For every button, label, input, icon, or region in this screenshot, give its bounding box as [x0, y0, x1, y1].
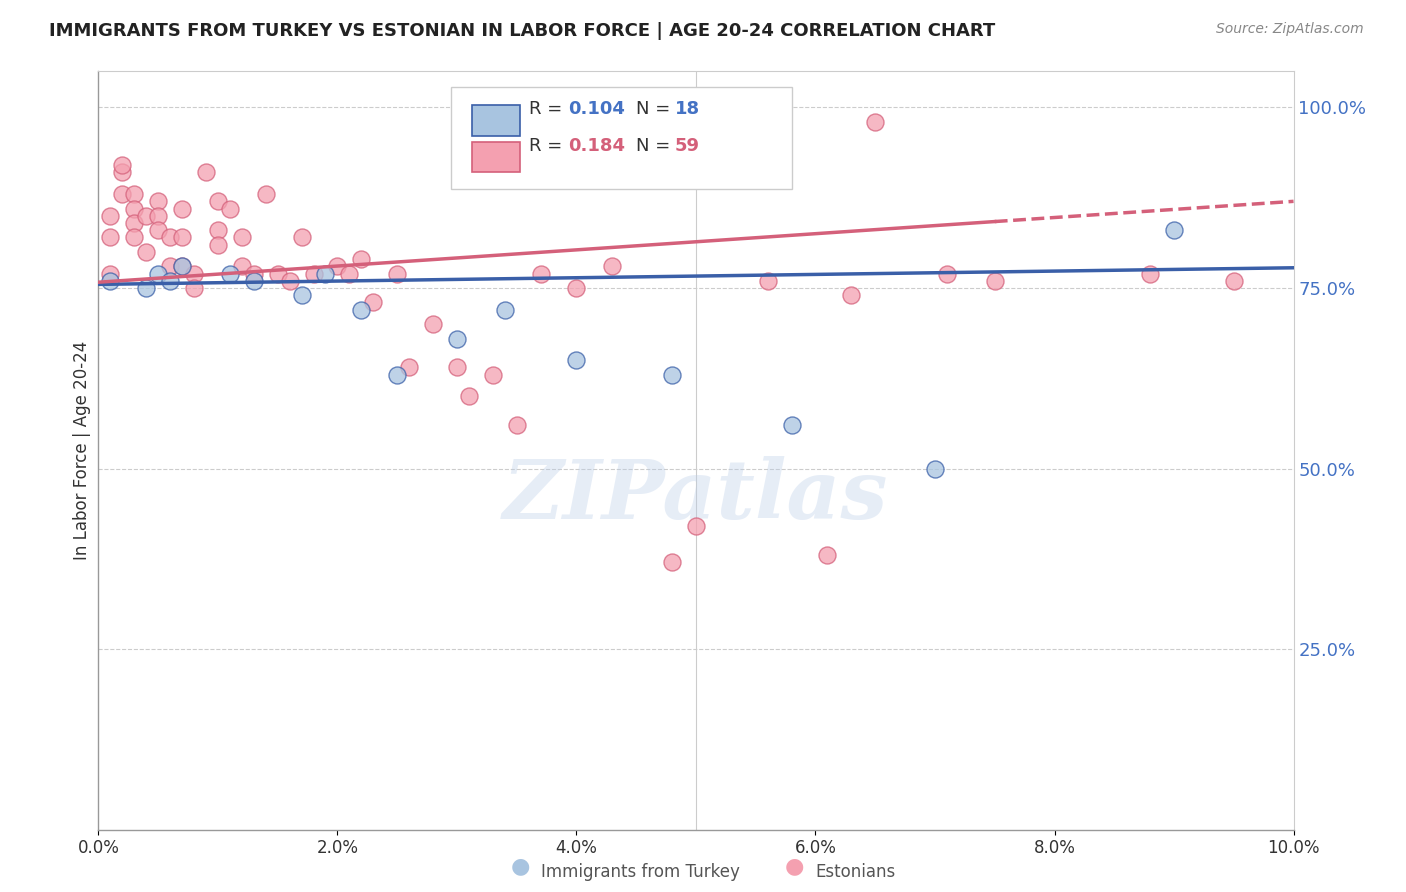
Point	[207, 237, 229, 252]
Text: Estonians: Estonians	[815, 863, 896, 881]
Point	[111, 187, 134, 202]
Point	[565, 353, 588, 368]
Point	[124, 230, 146, 244]
Point	[124, 216, 146, 230]
Text: 0.184: 0.184	[568, 136, 626, 154]
Point	[482, 368, 505, 382]
Point	[98, 267, 122, 281]
Text: 18: 18	[675, 100, 700, 119]
Point	[111, 158, 134, 172]
Point	[530, 267, 553, 281]
Point	[780, 418, 803, 433]
Point	[172, 260, 194, 274]
Point	[124, 202, 146, 216]
Point	[398, 360, 420, 375]
Point	[756, 274, 779, 288]
Point	[219, 267, 242, 281]
Point	[506, 418, 529, 433]
Point	[183, 281, 205, 295]
Text: 0.104: 0.104	[568, 100, 626, 119]
Point	[302, 267, 325, 281]
Point	[291, 288, 314, 302]
Point	[135, 281, 157, 295]
Point	[159, 260, 181, 274]
FancyBboxPatch shape	[472, 105, 520, 136]
Text: R =: R =	[529, 136, 568, 154]
Point	[159, 274, 181, 288]
Point	[135, 209, 157, 223]
Point	[207, 194, 229, 209]
Point	[183, 267, 205, 281]
Text: N =: N =	[636, 100, 676, 119]
Point	[172, 230, 194, 244]
Point	[326, 260, 349, 274]
Point	[195, 165, 218, 179]
Point	[841, 288, 863, 302]
Point	[924, 461, 946, 475]
Point	[231, 260, 253, 274]
Text: ZIPatlas: ZIPatlas	[503, 456, 889, 536]
Text: IMMIGRANTS FROM TURKEY VS ESTONIAN IN LABOR FORCE | AGE 20-24 CORRELATION CHART: IMMIGRANTS FROM TURKEY VS ESTONIAN IN LA…	[49, 22, 995, 40]
Text: R =: R =	[529, 100, 568, 119]
Point	[135, 244, 157, 259]
Point	[984, 274, 1007, 288]
Point	[602, 260, 624, 274]
Point	[315, 267, 337, 281]
Point	[148, 209, 170, 223]
Point	[685, 519, 707, 533]
Point	[254, 187, 277, 202]
Point	[291, 230, 314, 244]
Point	[172, 260, 194, 274]
Point	[446, 332, 468, 346]
Point	[243, 267, 266, 281]
FancyBboxPatch shape	[451, 87, 792, 189]
Point	[98, 230, 122, 244]
Point	[661, 368, 683, 382]
Point	[243, 274, 266, 288]
Point	[422, 317, 444, 331]
Point	[172, 202, 194, 216]
Point	[458, 389, 481, 403]
Point	[661, 555, 683, 569]
Text: 59: 59	[675, 136, 699, 154]
Point	[815, 548, 838, 562]
Text: Immigrants from Turkey: Immigrants from Turkey	[541, 863, 740, 881]
Point	[385, 368, 409, 382]
Point	[565, 281, 588, 295]
Y-axis label: In Labor Force | Age 20-24: In Labor Force | Age 20-24	[73, 341, 91, 560]
Point	[148, 194, 170, 209]
Point	[446, 360, 468, 375]
Point	[1223, 274, 1246, 288]
Point	[207, 223, 229, 237]
Point	[350, 302, 373, 317]
Point	[98, 209, 122, 223]
Text: ●: ●	[510, 856, 530, 876]
Point	[494, 302, 516, 317]
Text: N =: N =	[636, 136, 676, 154]
Point	[159, 230, 181, 244]
Text: ●: ●	[785, 856, 804, 876]
Point	[148, 267, 170, 281]
Point	[111, 165, 134, 179]
Point	[363, 295, 385, 310]
Point	[865, 115, 887, 129]
Point	[148, 223, 170, 237]
Point	[936, 267, 959, 281]
Point	[350, 252, 373, 266]
Point	[1163, 223, 1185, 237]
Point	[1139, 267, 1161, 281]
Point	[267, 267, 290, 281]
Point	[339, 267, 361, 281]
Point	[124, 187, 146, 202]
FancyBboxPatch shape	[472, 142, 520, 172]
Point	[98, 274, 122, 288]
Point	[278, 274, 301, 288]
Text: Source: ZipAtlas.com: Source: ZipAtlas.com	[1216, 22, 1364, 37]
Point	[231, 230, 253, 244]
Point	[219, 202, 242, 216]
Point	[385, 267, 409, 281]
